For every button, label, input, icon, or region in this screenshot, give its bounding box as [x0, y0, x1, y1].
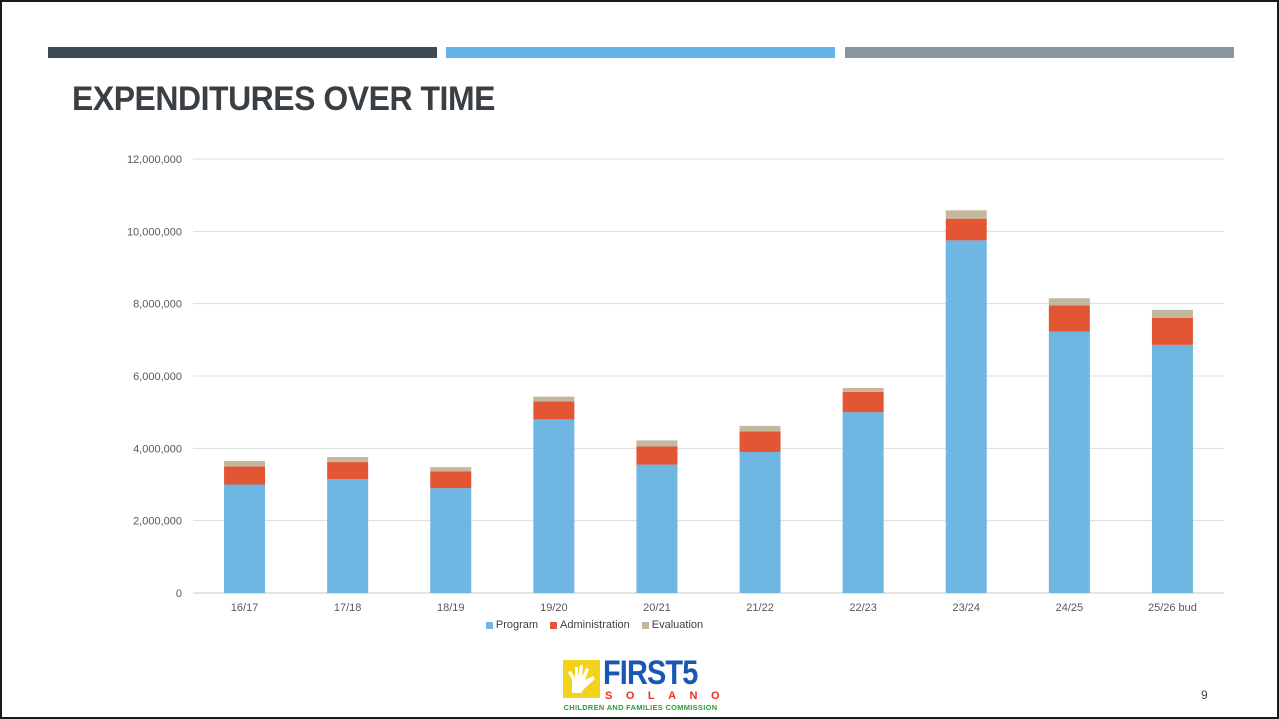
bar-program-4 — [636, 464, 678, 593]
bar-administration-1 — [327, 462, 369, 480]
x-tick-label: 24/25 — [1056, 602, 1084, 614]
bar-evaluation-8 — [1048, 298, 1090, 306]
bar-evaluation-0 — [224, 460, 266, 467]
bar-administration-5 — [739, 431, 781, 452]
y-tick-label: 6,000,000 — [133, 371, 182, 383]
y-tick-label: 0 — [176, 588, 182, 600]
y-tick-label: 4,000,000 — [133, 443, 182, 455]
bar-administration-3 — [533, 401, 575, 420]
y-tick-label: 2,000,000 — [133, 516, 182, 528]
bar-evaluation-4 — [636, 440, 678, 447]
logo-wordmark: FIRST5 — [603, 654, 698, 692]
bar-administration-7 — [945, 218, 987, 241]
logo-subtitle: SOLANO — [605, 690, 734, 702]
bar-program-1 — [327, 479, 369, 593]
header-strip-blue — [446, 47, 835, 58]
bar-program-7 — [945, 240, 987, 593]
y-tick-label: 10,000,000 — [127, 226, 182, 238]
x-tick-label: 21/22 — [746, 602, 774, 614]
bar-evaluation-6 — [842, 387, 884, 392]
bar-administration-0 — [224, 466, 266, 485]
bar-administration-8 — [1048, 305, 1090, 332]
bar-program-2 — [430, 488, 472, 593]
logo-tagline: CHILDREN AND FAMILIES COMMISSION — [563, 703, 718, 712]
legend-item-program: Program — [485, 619, 539, 631]
x-tick-label: 22/23 — [849, 602, 877, 614]
legend-swatch-evaluation — [641, 621, 649, 629]
y-tick-label: 12,000,000 — [127, 154, 182, 166]
legend-swatch-administration — [550, 621, 558, 629]
legend-label-program: Program — [495, 619, 539, 631]
first5-solano-logo: FIRST5 SOLANO CHILDREN AND FAMILIES COMM… — [563, 654, 720, 714]
bar-administration-2 — [430, 471, 472, 489]
slide-title: EXPENDITURES OVER TIME — [72, 80, 495, 118]
bar-program-5 — [739, 451, 781, 593]
bar-administration-4 — [636, 446, 678, 465]
chart-legend: Program Administration Evaluation — [0, 619, 1234, 631]
bar-evaluation-9 — [1151, 309, 1193, 318]
legend-label-administration: Administration — [560, 619, 630, 631]
bar-program-3 — [533, 419, 575, 593]
page-number: 9 — [1201, 688, 1208, 702]
x-tick-label: 23/24 — [952, 602, 980, 614]
hand-logo-icon — [563, 660, 600, 698]
x-tick-label: 19/20 — [540, 602, 568, 614]
bar-evaluation-5 — [739, 425, 781, 432]
y-tick-label: 8,000,000 — [133, 299, 182, 311]
header-strip-gray — [845, 47, 1234, 58]
header-strip-dark — [48, 47, 437, 58]
bar-administration-6 — [842, 391, 884, 413]
bar-program-6 — [842, 412, 884, 593]
bar-evaluation-3 — [533, 396, 575, 402]
x-tick-label: 18/19 — [437, 602, 465, 614]
x-tick-label: 17/18 — [334, 602, 362, 614]
bar-program-8 — [1048, 331, 1090, 593]
legend-item-administration: Administration — [550, 619, 630, 631]
bar-program-0 — [224, 484, 266, 593]
bar-evaluation-1 — [327, 457, 369, 463]
x-tick-label: 16/17 — [231, 602, 259, 614]
legend-label-evaluation: Evaluation — [651, 619, 704, 631]
bar-program-9 — [1151, 344, 1193, 593]
x-tick-label: 25/26 bud — [1148, 602, 1197, 614]
bar-evaluation-2 — [430, 467, 472, 472]
x-tick-label: 20/21 — [643, 602, 671, 614]
bar-evaluation-7 — [945, 210, 987, 219]
legend-swatch-program — [485, 621, 493, 629]
legend-item-evaluation: Evaluation — [641, 619, 704, 631]
bar-administration-9 — [1151, 317, 1193, 345]
